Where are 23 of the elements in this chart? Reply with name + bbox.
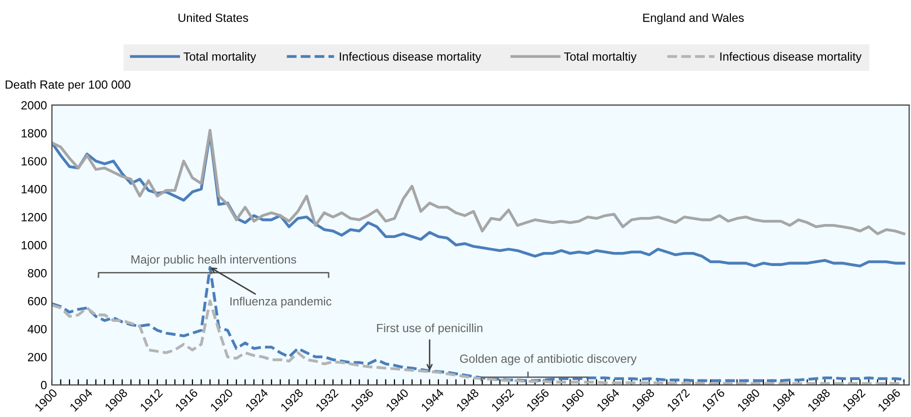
y-tick-label: 600	[28, 296, 47, 306]
y-tick-label: 0	[40, 380, 47, 390]
y-axis-title: Death Rate per 100 000	[6, 80, 130, 92]
legend-label: Total mortaltiy	[564, 52, 637, 64]
annotation: Influenza pandemic	[230, 296, 332, 308]
y-tick-label: 1400	[22, 185, 47, 194]
y-tick-label: 1800	[22, 129, 47, 138]
legend-label: Infectious disease mortality	[720, 52, 862, 64]
y-tick-label: 2000	[21, 101, 47, 110]
y-tick-label: 1000	[22, 241, 47, 250]
y-tick-label: 1200	[22, 213, 47, 222]
y-tick-label: 200	[28, 352, 47, 362]
y-tick-label: 400	[28, 324, 47, 334]
annotation: Major public healh interventions	[132, 254, 296, 266]
y-tick-label: 800	[28, 269, 47, 278]
annotation: Golden age of antibiotic discovery	[460, 354, 637, 366]
line-series	[52, 128, 906, 236]
annotation: First use of penicillin	[377, 324, 482, 335]
text: United States	[178, 13, 248, 22]
text: England and Wales	[643, 13, 744, 24]
legend-label: Infectious disease mortality	[340, 52, 482, 64]
y-tick-label: 1600	[22, 157, 47, 166]
legend-label: Total mortality	[184, 52, 256, 64]
